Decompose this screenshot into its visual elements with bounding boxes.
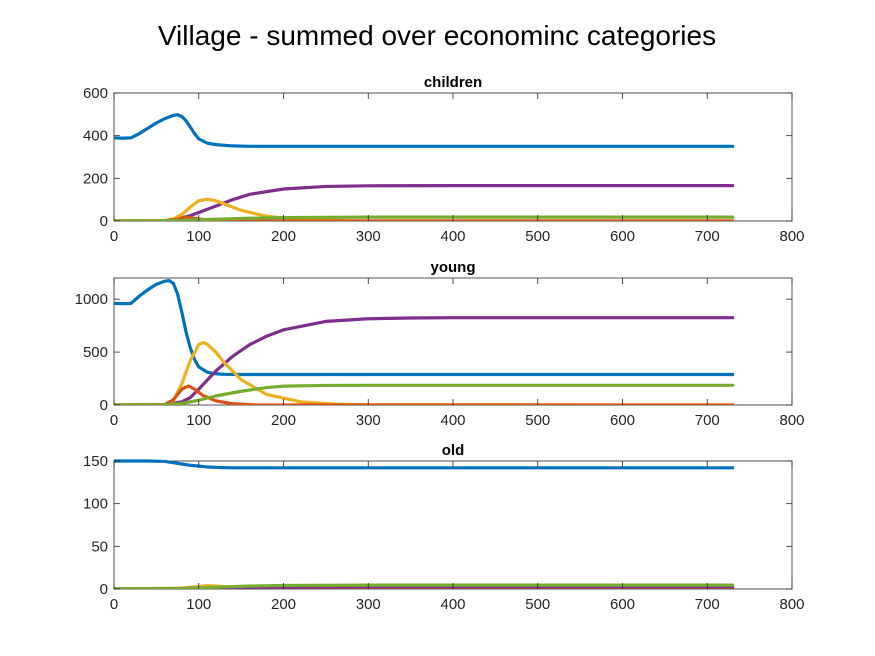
series-line-red: [114, 384, 735, 405]
x-tick-label: 500: [525, 596, 550, 613]
series-line-green: [114, 383, 735, 405]
figure-title: Village - summed over econominc categori…: [158, 20, 716, 51]
x-tick-label: 800: [779, 412, 804, 429]
y-tick-label: 0: [100, 397, 108, 414]
series-line-blue: [114, 113, 735, 148]
y-tick-label: 100: [83, 496, 108, 513]
x-tick-label: 600: [610, 228, 635, 245]
x-tick-label: 300: [356, 228, 381, 245]
y-tick-label: 600: [83, 85, 108, 102]
y-tick-label: 500: [83, 344, 108, 361]
panel-old: 0 100 200 300 400 500 600 700 800 0 50 100 150 old: [83, 442, 805, 613]
x-tick-label: 0: [110, 228, 118, 245]
panel-title: young: [431, 259, 476, 276]
x-tick-label: 200: [271, 596, 296, 613]
series-line-purple: [114, 316, 735, 405]
y-tick-label: 200: [83, 170, 108, 187]
x-tick-label: 100: [186, 228, 211, 245]
x-tick-label: 700: [695, 228, 720, 245]
x-tick-label: 500: [525, 228, 550, 245]
x-tick-label: 400: [440, 596, 465, 613]
axes-box: [113, 460, 793, 590]
x-tick-label: 500: [525, 412, 550, 429]
x-tick-label: 600: [610, 596, 635, 613]
x-tick-label: 800: [779, 228, 804, 245]
panels: 0 100 200 300 400 500 600 700 8000200400600child…: [75, 74, 805, 613]
x-tick-label: 300: [356, 412, 381, 429]
y-tick-label: 1000: [75, 291, 108, 308]
x-tick-label: 0: [110, 596, 118, 613]
panel-young: 0 100 200 300 400 500 600 700 800 0 500 1000 young: [75, 259, 805, 429]
x-tick-label: 300: [356, 596, 381, 613]
axes-box: [113, 92, 793, 222]
x-tick-label: 700: [695, 412, 720, 429]
series-group: [114, 279, 735, 405]
y-tick-label: 400: [83, 128, 108, 145]
x-tick-label: 600: [610, 412, 635, 429]
x-tick-label: 700: [695, 596, 720, 613]
y-tick-label: 50: [91, 538, 108, 555]
x-tick-label: 800: [779, 596, 804, 613]
x-tick-label: 200: [271, 228, 296, 245]
panel-title: children: [424, 74, 482, 91]
series-line-blue: [114, 459, 735, 470]
x-tick-label: 0: [110, 412, 118, 429]
series-group: [114, 459, 735, 589]
y-tick-label: 150: [83, 453, 108, 470]
x-tick-label: 100: [186, 596, 211, 613]
y-tick-label: 0: [100, 213, 108, 230]
x-tick-label: 100: [186, 412, 211, 429]
panel-title: old: [442, 442, 465, 459]
x-tick-label: 400: [440, 412, 465, 429]
y-tick-label: 0: [100, 581, 108, 598]
series-line-blue: [114, 279, 735, 377]
x-tick-label: 400: [440, 228, 465, 245]
panel-children: 0 100 200 300 400 500 600 700 800 0 200 400 600 child…: [83, 74, 805, 245]
x-tick-label: 200: [271, 412, 296, 429]
